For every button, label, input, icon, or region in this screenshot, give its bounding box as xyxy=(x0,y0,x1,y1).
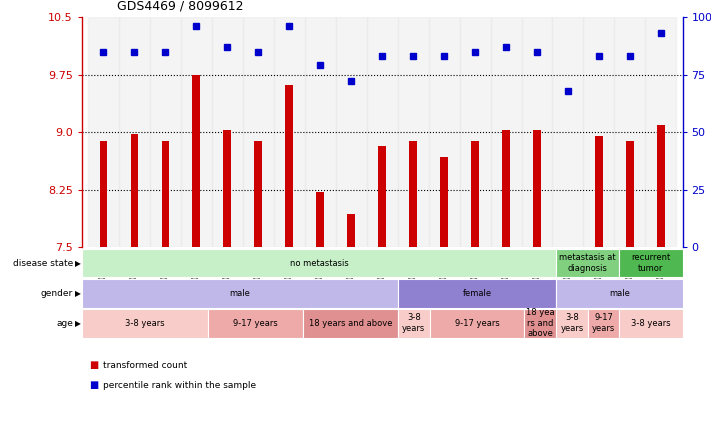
Text: 9-17 years: 9-17 years xyxy=(233,319,278,328)
Bar xyxy=(82,309,208,338)
Text: ▶: ▶ xyxy=(75,258,81,268)
Text: 9-17 years: 9-17 years xyxy=(454,319,499,328)
Bar xyxy=(274,17,305,247)
Text: 9-17
years: 9-17 years xyxy=(592,313,615,333)
Text: metastasis at
diagnosis: metastasis at diagnosis xyxy=(560,253,616,273)
Bar xyxy=(619,309,683,338)
Bar xyxy=(502,130,510,247)
Bar xyxy=(150,17,181,247)
Text: GDS4469 / 8099612: GDS4469 / 8099612 xyxy=(117,0,244,13)
Bar xyxy=(119,17,150,247)
Bar xyxy=(552,17,584,247)
Bar xyxy=(556,309,588,338)
Bar xyxy=(88,17,119,247)
Bar xyxy=(595,136,603,247)
Bar xyxy=(303,309,398,338)
Text: ■: ■ xyxy=(89,360,98,370)
Bar xyxy=(614,17,646,247)
Bar xyxy=(657,124,665,247)
Bar xyxy=(82,249,556,277)
Bar xyxy=(522,17,552,247)
Text: ■: ■ xyxy=(89,380,98,390)
Bar xyxy=(131,135,138,247)
Text: 3-8 years: 3-8 years xyxy=(631,319,670,328)
Bar xyxy=(255,141,262,247)
Bar xyxy=(367,17,397,247)
Bar xyxy=(619,249,683,277)
Text: female: female xyxy=(462,288,491,298)
Bar xyxy=(459,17,491,247)
Bar xyxy=(440,157,448,247)
Bar xyxy=(378,146,386,247)
Text: ▶: ▶ xyxy=(75,319,81,328)
Bar xyxy=(410,141,417,247)
Bar xyxy=(556,279,683,308)
Bar xyxy=(429,17,459,247)
Bar xyxy=(471,141,479,247)
Text: 18 years and above: 18 years and above xyxy=(309,319,392,328)
Bar xyxy=(556,249,619,277)
Text: male: male xyxy=(230,288,250,298)
Bar xyxy=(584,17,614,247)
Text: ▶: ▶ xyxy=(75,288,81,298)
Bar xyxy=(181,17,212,247)
Bar xyxy=(223,130,231,247)
Bar xyxy=(208,309,303,338)
Text: 3-8
years: 3-8 years xyxy=(402,313,425,333)
Text: recurrent
tumor: recurrent tumor xyxy=(631,253,670,273)
Bar xyxy=(336,17,367,247)
Bar xyxy=(305,17,336,247)
Text: transformed count: transformed count xyxy=(103,360,187,370)
Text: percentile rank within the sample: percentile rank within the sample xyxy=(103,381,256,390)
Text: 3-8
years: 3-8 years xyxy=(560,313,584,333)
Bar xyxy=(398,309,429,338)
Text: no metastasis: no metastasis xyxy=(289,258,348,268)
Text: age: age xyxy=(56,319,73,328)
Bar xyxy=(100,141,107,247)
Bar xyxy=(161,141,169,247)
Text: gender: gender xyxy=(41,288,73,298)
Bar xyxy=(398,279,556,308)
Bar xyxy=(193,74,201,247)
Bar xyxy=(491,17,522,247)
Bar xyxy=(533,130,541,247)
Bar xyxy=(82,279,398,308)
Bar xyxy=(285,85,293,247)
Text: male: male xyxy=(609,288,630,298)
Bar xyxy=(316,192,324,247)
Bar xyxy=(212,17,242,247)
Bar xyxy=(525,309,556,338)
Bar xyxy=(347,214,355,247)
Bar xyxy=(397,17,429,247)
Bar xyxy=(626,141,634,247)
Bar xyxy=(646,17,676,247)
Text: 18 yea
rs and
above: 18 yea rs and above xyxy=(526,308,555,338)
Bar xyxy=(429,309,525,338)
Text: disease state: disease state xyxy=(13,258,73,268)
Bar xyxy=(588,309,619,338)
Bar xyxy=(242,17,274,247)
Text: 3-8 years: 3-8 years xyxy=(125,319,165,328)
